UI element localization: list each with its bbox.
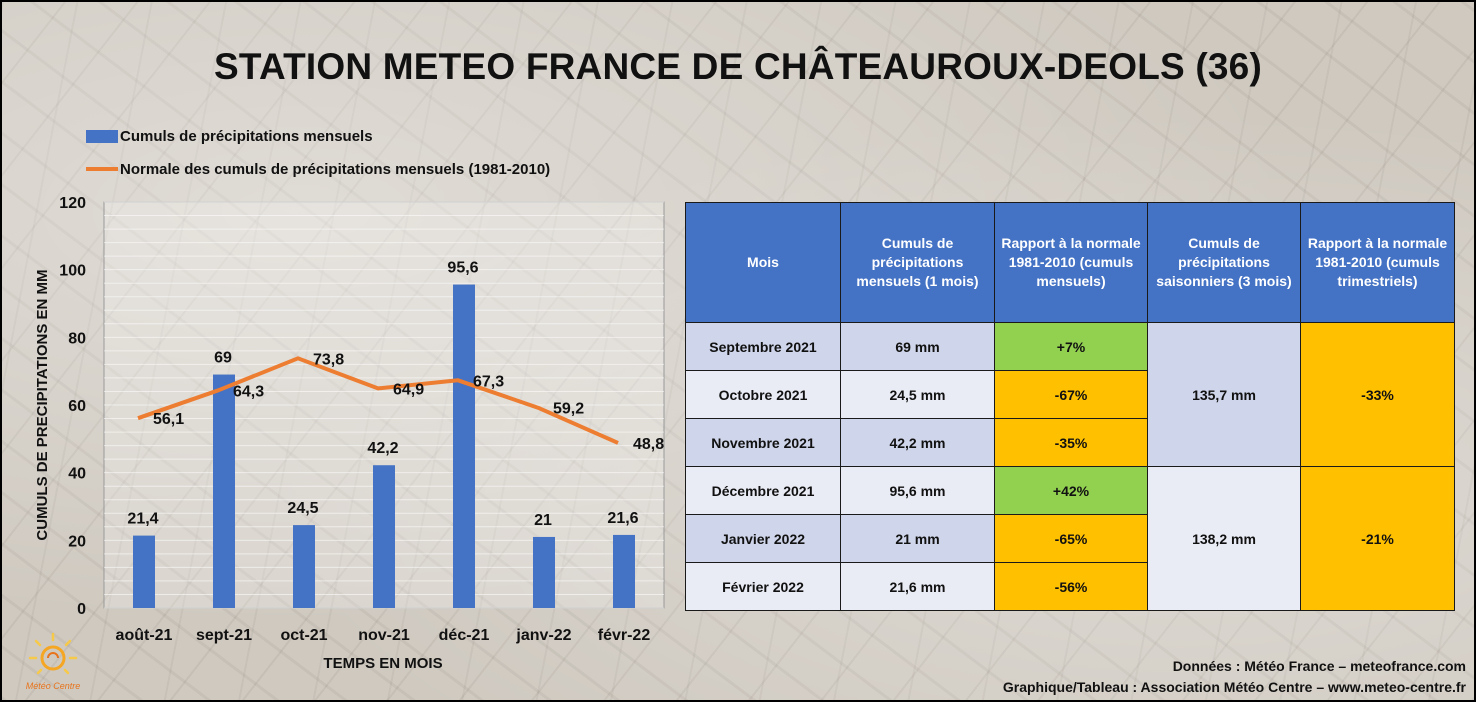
cell-month: Janvier 2022 [685,514,841,563]
normal-line [137,356,619,445]
cell-month: Février 2022 [685,562,841,611]
y-tick-label: 20 [68,533,86,550]
page-title: STATION METEO FRANCE DE CHÂTEAUROUX-DEOL… [214,46,1262,87]
bar-label: 69 [214,350,232,367]
grid-lines [104,201,664,609]
cell-value: 21 mm [840,514,995,563]
x-tick-label: oct-21 [280,627,327,644]
header-seasonal-ratio: Rapport à la normale 1981-2010 (cumuls t… [1300,202,1455,323]
cell-ratio: +7% [994,322,1148,371]
header-seasonal-total: Cumuls de précipitations saisonniers (3 … [1147,202,1301,323]
cell-ratio: -35% [994,418,1148,467]
y-tick-label: 40 [68,466,86,483]
line-label: 73,8 [313,351,344,368]
cell-season-ratio: -33% [1300,322,1455,467]
bar-label: 21,4 [127,511,158,528]
legend-line-swatch [86,167,118,171]
header-month: Mois [685,202,841,323]
cell-ratio: +42% [994,466,1148,515]
x-tick-label: sept-21 [196,627,252,644]
x-tick-label: août-21 [116,627,173,644]
line-data-labels: 56,1 64,3 73,8 64,9 67,3 59,2 48,8 [153,351,664,453]
header-monthly-ratio: Rapport à la normale 1981-2010 (cumuls m… [994,202,1148,323]
cell-season-value: 138,2 mm [1147,466,1301,611]
table-row: Février 2022 21,6 mm -56% [685,562,1455,611]
legend-label-normal: Normale des cumuls de précipitations men… [120,160,551,178]
x-axis-label: TEMPS EN MOIS [323,655,442,672]
y-tick-label: 60 [68,398,86,415]
cell-season-value: 135,7 mm [1147,322,1301,467]
x-tick-label: déc-21 [439,627,490,644]
bar-sept-21 [213,374,235,608]
cell-value: 95,6 mm [840,466,995,515]
bar-janv-22 [533,536,555,608]
x-tick-label: janv-22 [515,627,571,644]
bar-label: 21,6 [607,510,638,527]
bar-août-21 [133,535,155,608]
cell-value: 42,2 mm [840,418,995,467]
bar-label: 42,2 [367,440,398,457]
precipitation-chart: 0 20 40 60 80 100 120 21,4 69 24,5 42,2 95,6 21 21,6… [34,195,665,672]
precipitation-table: Mois Cumuls de précipitations mensuels (… [685,202,1455,611]
logo-text: Météo Centre [26,681,81,691]
table-row: Décembre 2021 95,6 mm +42% 138,2 mm -21% [685,466,1455,611]
y-tick-label: 0 [77,601,86,618]
cell-ratio: -65% [994,514,1148,563]
legend-bar-swatch [86,129,118,143]
bar-oct-21 [293,525,315,608]
y-tick-label: 120 [59,195,86,212]
table-row: Janvier 2022 21 mm -65% [685,514,1455,563]
cell-value: 21,6 mm [840,562,995,611]
bar-nov-21 [373,465,395,608]
y-tick-label: 100 [59,263,86,280]
cell-ratio: -67% [994,370,1148,419]
sun-icon [28,632,78,675]
cell-month: Octobre 2021 [685,370,841,419]
footer-credits: Graphique/Tableau : Association Météo Ce… [1002,679,1466,695]
cell-season-ratio: -21% [1300,466,1455,611]
line-label: 59,2 [553,401,584,418]
line-label: 64,3 [233,383,264,400]
y-axis-label: CUMULS DE PRECIPITATIONS EN MM [34,269,51,540]
x-axis-ticks: août-21 sept-21 oct-21 nov-21 déc-21 janv-22 f… [116,627,651,644]
bar-déc-21 [453,284,475,608]
line-series [137,356,619,445]
bar-label: 21 [534,512,552,529]
cell-value: 69 mm [840,322,995,371]
bar-label: 95,6 [447,260,478,277]
legend-item-normal: Normale des cumuls de précipitations men… [86,159,550,179]
line-label: 67,3 [473,373,504,390]
bar-data-labels: 21,4 69 24,5 42,2 95,6 21 21,6 [127,260,638,529]
line-label: 64,9 [393,381,424,398]
header-monthly-total: Cumuls de précipitations mensuels (1 moi… [840,202,995,323]
bar-févr-22 [613,534,635,608]
cell-value: 24,5 mm [840,370,995,419]
footer-data-source: Données : Météo France – meteofrance.com [1172,658,1466,674]
bar-label: 24,5 [287,500,318,517]
legend-label-monthly: Cumuls de précipitations mensuels [120,127,373,145]
cell-month: Septembre 2021 [685,322,841,371]
line-label: 48,8 [633,436,664,453]
line-label: 56,1 [153,411,184,428]
cell-ratio: -56% [994,562,1148,611]
legend-item-monthly: Cumuls de précipitations mensuels [86,126,373,146]
meteo-centre-logo: Météo Centre [26,632,81,691]
x-tick-label: févr-22 [598,627,651,644]
x-tick-label: nov-21 [358,627,410,644]
cell-month: Novembre 2021 [685,418,841,467]
table-header-row: Mois Cumuls de précipitations mensuels (… [685,202,1455,323]
table-row: Septembre 2021 69 mm +7% 135,7 mm -33% [685,322,1455,467]
y-axis-ticks: 0 20 40 60 80 100 120 [59,195,86,618]
cell-month: Décembre 2021 [685,466,841,515]
y-tick-label: 80 [68,330,86,347]
bar-series [133,284,635,608]
